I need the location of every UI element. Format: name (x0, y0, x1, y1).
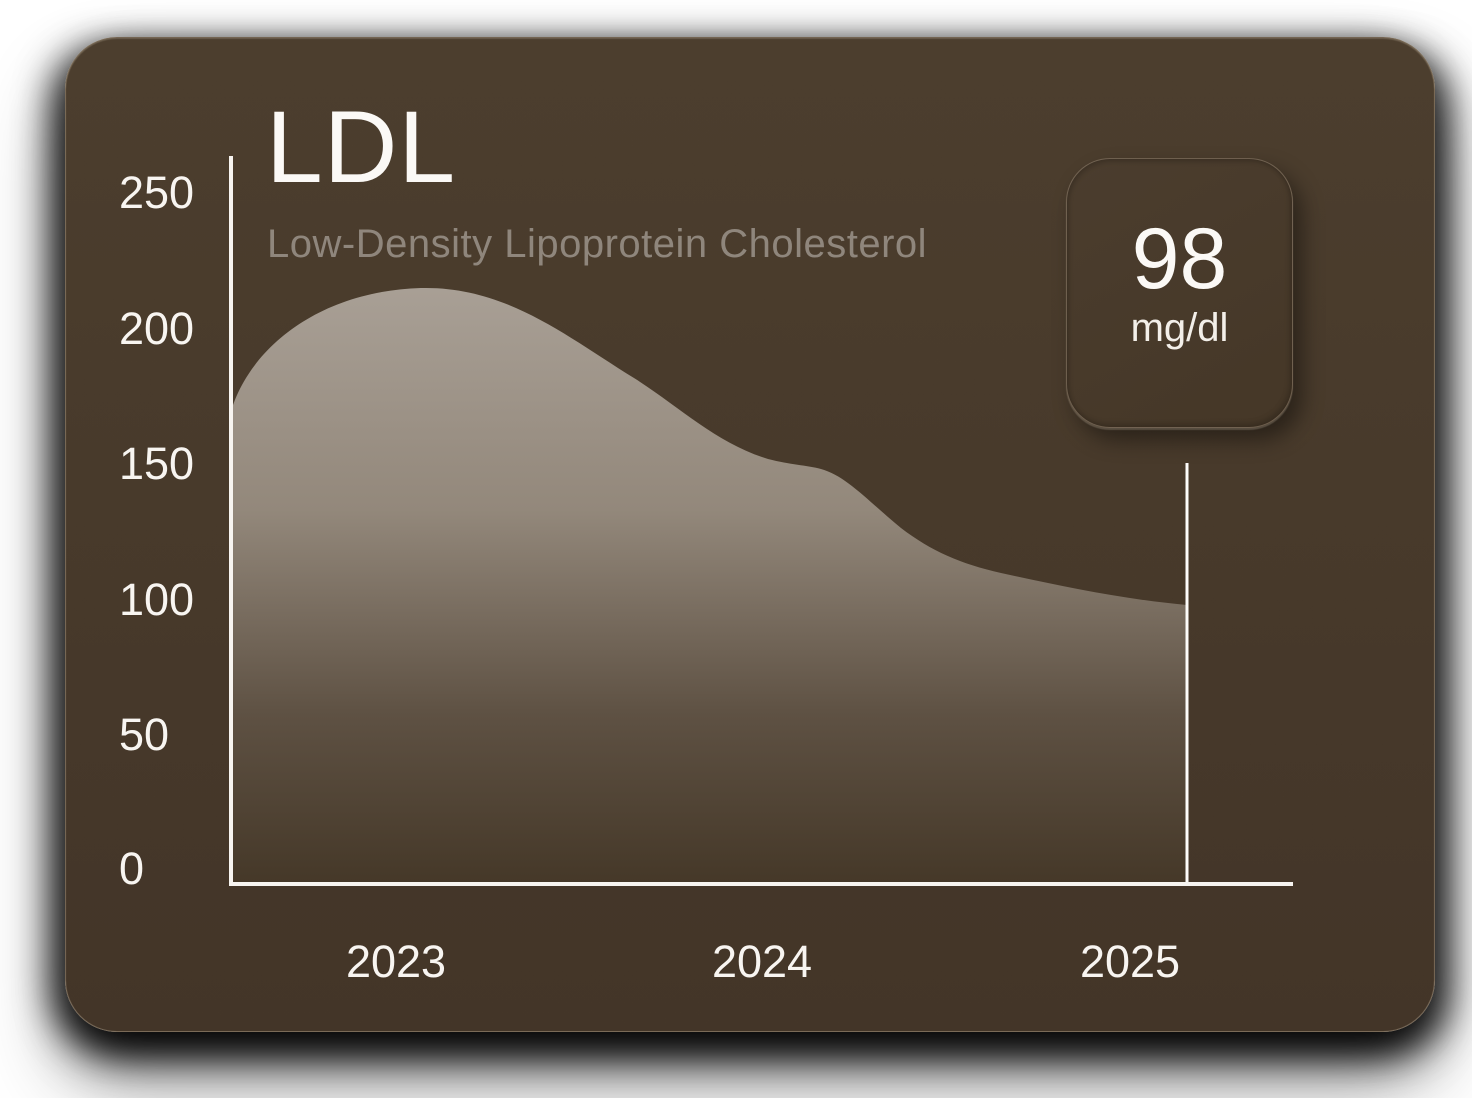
y-tick-150: 150 (119, 438, 195, 489)
ldl-chart-card: LDL Low-Density Lipoprotein Cholesterol … (65, 37, 1435, 1032)
x-tick-2024: 2024 (711, 936, 813, 987)
x-tick-2025: 2025 (1079, 936, 1181, 987)
ldl-series-area (231, 287, 1187, 884)
current-value: 98 (1131, 211, 1228, 307)
y-tick-200: 200 (119, 303, 195, 354)
x-tick-2023: 2023 (345, 936, 447, 987)
y-tick-0: 0 (119, 843, 145, 894)
y-tick-100: 100 (119, 574, 195, 625)
ldl-area-chart (229, 156, 1293, 886)
y-tick-250: 250 (119, 167, 195, 218)
y-tick-50: 50 (119, 709, 170, 760)
page-title: LDL (266, 90, 457, 204)
current-value-unit: mg/dl (1130, 306, 1229, 350)
current-value-badge: 98 mg/dl (1066, 158, 1293, 428)
page-subtitle: Low-Density Lipoprotein Cholesterol (267, 222, 928, 266)
